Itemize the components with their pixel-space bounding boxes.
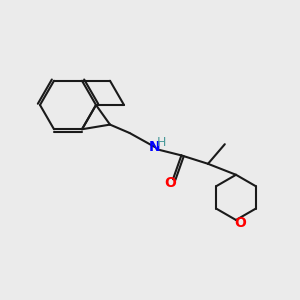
Text: N: N [149,140,160,154]
Text: H: H [157,136,167,148]
Text: O: O [234,216,246,230]
Text: O: O [164,176,176,190]
